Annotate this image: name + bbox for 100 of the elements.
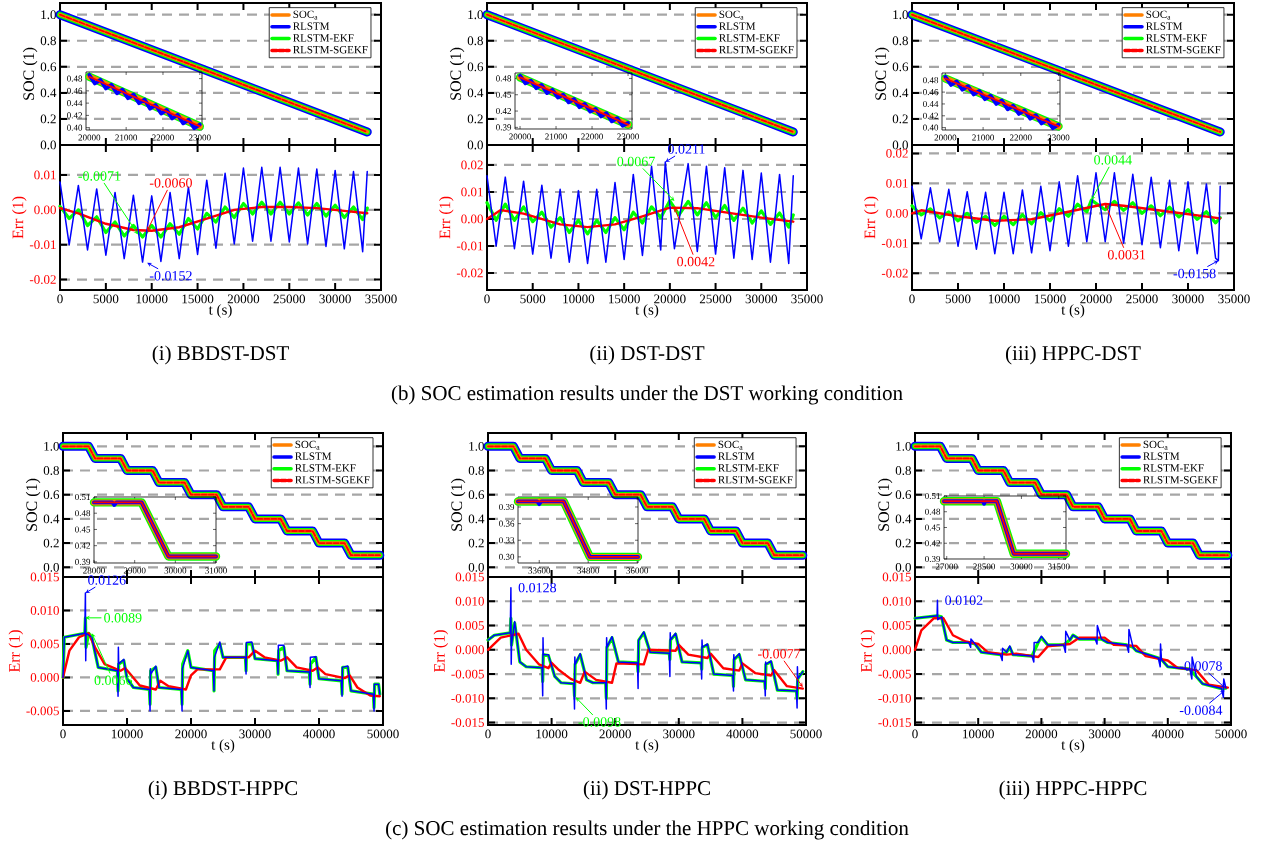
annotation: 0.0042 (677, 256, 715, 267)
y-tick-label: 0.8 (43, 466, 59, 475)
y-tick-label: 0.000 (30, 673, 59, 682)
y-tick-label: 0.45 (925, 524, 941, 531)
annotation: 0.0044 (1094, 155, 1132, 165)
x-tick-label: 20000 (1080, 294, 1112, 304)
x-tick-label: 28000 (83, 567, 105, 574)
y-tick-label: 0.33 (499, 537, 515, 544)
x-tick-label: 0 (484, 294, 490, 304)
x-tick-label: 21000 (115, 134, 138, 141)
x-tick-label: 20000 (654, 294, 686, 304)
y-tick-label: 0.42 (67, 112, 82, 119)
x-axis-title: t (s) (635, 304, 659, 318)
x-tick-label: 25000 (699, 294, 732, 304)
annotation: 0.0102 (945, 595, 983, 606)
y-axis-title: SOC (1) (25, 478, 41, 531)
x-tick-label: 35000 (365, 294, 397, 304)
x-tick-label: 25000 (273, 294, 306, 304)
x-tick-label: 40000 (303, 729, 335, 739)
y-tick-label: 0.015 (455, 572, 484, 582)
y-tick-label: 0.42 (923, 112, 938, 119)
x-tick-label: 29000 (123, 567, 146, 574)
y-tick-label: 0.44 (67, 100, 83, 107)
y-tick-label: 0.2 (892, 114, 908, 124)
x-tick-label: 5000 (945, 294, 971, 304)
x-tick-label: 0 (912, 729, 918, 739)
y-tick-label: 0.005 (30, 639, 59, 649)
legend-label: SOC$_{a}$ (293, 10, 318, 20)
x-tick-label: 27000 (935, 563, 958, 570)
y-tick-label: -0.01 (456, 241, 483, 251)
x-tick-label: 35000 (791, 294, 823, 304)
y-tick-label: 0.51 (925, 492, 940, 500)
x-tick-label: 20000 (509, 133, 531, 140)
x-tick-label: 25000 (1126, 294, 1158, 304)
legend-label: RLSTM (1143, 452, 1180, 460)
y-tick-label: 0.2 (467, 114, 483, 124)
y-tick-label: 1.0 (44, 441, 59, 451)
x-axis-title: t (s) (208, 304, 232, 318)
y-tick-label: 0.8 (892, 36, 908, 46)
y-tick-label: 0.8 (895, 466, 911, 475)
x-tick-label: 20000 (175, 729, 207, 739)
x-tick-label: 20000 (599, 729, 631, 739)
y-tick-label: 0.6 (467, 62, 484, 72)
x-tick-label: 10000 (111, 729, 143, 739)
y-tick-label: 0.46 (923, 89, 939, 96)
y-tick-label: 0.42 (496, 107, 511, 115)
legend-label: RLSTM (719, 22, 756, 30)
text: (ii) DST-DST (590, 345, 705, 365)
legend-label: SOC$_{a}$ (718, 440, 743, 450)
y-tick-label: 0.45 (496, 91, 512, 98)
y-tick-label: 0.30 (499, 553, 515, 560)
legend-label: RLSTM-EKF (1146, 34, 1207, 42)
y-tick-label: 0.6 (43, 490, 60, 500)
y-tick-label: 0.4 (467, 88, 484, 98)
x-tick-label: 30000 (1088, 729, 1121, 739)
y-tick-label: 1.0 (469, 441, 484, 451)
x-tick-label: 10000 (536, 729, 568, 739)
annotation: 0.0128 (518, 582, 557, 593)
y-tick-label: 0.44 (923, 100, 939, 107)
legend-label: RLSTM-SGEKF (1146, 46, 1221, 54)
legend-label: RLSTM (1146, 22, 1183, 30)
legend-label: RLSTM-SGEKF (1143, 476, 1218, 484)
y-tick-label: -0.015 (878, 718, 911, 727)
x-tick-label: 35000 (1218, 294, 1250, 304)
y-tick-label: 1.0 (41, 10, 56, 20)
y-tick-label: 0.005 (455, 621, 484, 630)
y-tick-label: -0.02 (29, 275, 56, 284)
y-tick-label: 0.6 (468, 490, 485, 500)
x-tick-label: 34800 (577, 567, 600, 574)
annotation: 0.0031 (1107, 249, 1146, 260)
x-tick-label: 15000 (182, 294, 214, 304)
x-tick-label: 33600 (528, 567, 551, 574)
legend-label: RLSTM-SGEKF (719, 46, 794, 54)
annotation: -0.0077 (757, 649, 801, 659)
legend-label: RLSTM-EKF (718, 464, 779, 472)
y-tick-label: 0.6 (40, 62, 57, 72)
y-tick-label: 0.015 (882, 572, 911, 582)
annotation: 0.0067 (617, 156, 655, 167)
x-tick-label: 40000 (1151, 729, 1184, 739)
y-tick-label: -0.005 (451, 669, 484, 679)
y-tick-label: 0.8 (467, 36, 483, 46)
x-tick-label: 50000 (1215, 729, 1247, 739)
y-tick-label: 0.6 (892, 62, 909, 72)
y-axis-title: SOC (1) (449, 47, 465, 100)
x-tick-label: 22000 (581, 133, 603, 140)
y-tick-label: 0.2 (468, 538, 484, 548)
x-tick-label: 5000 (93, 294, 119, 304)
y-tick-label: 0.48 (496, 75, 512, 82)
legend-label: RLSTM-EKF (1143, 464, 1204, 472)
y-tick-label: 0.8 (468, 466, 484, 475)
y-tick-label: 0.02 (886, 148, 908, 158)
y-tick-label: -0.02 (881, 268, 908, 278)
y-tick-label: 0.0 (895, 562, 911, 572)
legend-label: SOC$_{a}$ (295, 440, 320, 450)
y-tick-label: 0.6 (895, 490, 912, 500)
y-tick-label: 1.0 (896, 441, 911, 451)
legend-label: RLSTM-EKF (293, 34, 354, 42)
y-tick-label: 0.46 (67, 87, 83, 94)
y-tick-label: 0.36 (499, 520, 515, 527)
y-axis-title: Err (1) (8, 630, 24, 673)
